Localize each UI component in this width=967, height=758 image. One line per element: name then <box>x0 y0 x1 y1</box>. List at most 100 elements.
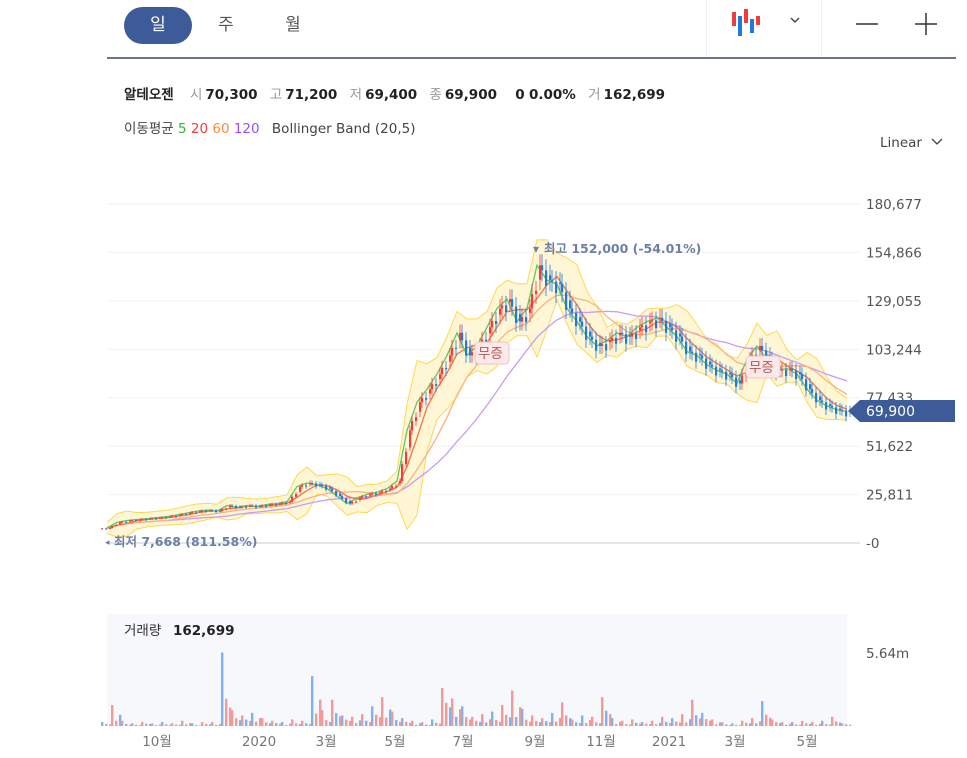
volume-bar <box>731 723 734 726</box>
volume-bar <box>651 720 654 726</box>
volume-bar <box>571 719 574 726</box>
header-divider <box>107 57 956 59</box>
candle <box>269 504 272 506</box>
candle <box>425 397 428 400</box>
candle <box>215 510 218 513</box>
candle <box>415 417 418 422</box>
volume-max-label: 5.64m <box>866 646 909 662</box>
candle <box>559 282 562 285</box>
tab-daily[interactable]: 일 <box>124 7 192 44</box>
candle <box>189 512 192 514</box>
candle <box>471 352 474 356</box>
candle <box>841 409 844 411</box>
candle <box>581 321 584 327</box>
candle <box>465 340 468 356</box>
bollinger-lower-line <box>106 298 848 538</box>
candle <box>695 352 698 362</box>
volume-bar <box>229 707 232 726</box>
candle <box>409 430 412 448</box>
candle <box>731 374 734 378</box>
ma60-label: 60 <box>212 121 230 137</box>
candle <box>519 314 522 322</box>
candle <box>565 292 568 310</box>
x-tick-label: 5월 <box>384 734 405 750</box>
volume-bar <box>785 724 788 726</box>
ma120-label: 120 <box>233 121 260 137</box>
ma5-line <box>106 263 848 529</box>
candle <box>799 372 802 375</box>
volume-bar <box>139 725 142 726</box>
zoom-in-button[interactable] <box>909 8 943 42</box>
candle <box>179 514 182 516</box>
volume-bar <box>311 676 314 726</box>
volume-bar <box>489 719 492 726</box>
volume-bar <box>611 718 614 726</box>
candle <box>259 506 262 508</box>
volume-bar <box>701 712 704 726</box>
zoom-out-button[interactable] <box>850 8 884 42</box>
volume-bar <box>239 720 242 726</box>
volume-bar <box>741 720 744 726</box>
volume-bar <box>751 718 754 726</box>
candle <box>279 503 282 505</box>
volume-bar <box>339 716 342 726</box>
volume-bar <box>549 722 552 726</box>
candle <box>455 347 458 349</box>
candle <box>289 501 292 503</box>
volume-bar <box>415 724 418 726</box>
volume-bar <box>429 725 432 726</box>
candle <box>199 511 202 513</box>
volume-bar <box>159 724 162 726</box>
volume-bar <box>771 719 774 726</box>
chart-type-button[interactable] <box>728 6 808 42</box>
volume-bar <box>149 724 152 726</box>
volume-bar <box>529 721 532 726</box>
candle <box>255 505 258 508</box>
y-tick-label: 180,677 <box>866 197 922 213</box>
volume-bar <box>375 714 378 726</box>
candle <box>489 327 492 334</box>
volume-bar <box>811 722 814 726</box>
volume-bar <box>175 724 178 726</box>
volume-bar <box>231 710 234 726</box>
candle <box>579 317 582 322</box>
volume-bar <box>405 721 408 726</box>
low-label: 저 <box>349 87 363 103</box>
candle <box>359 497 362 500</box>
open-label: 시 <box>189 87 203 103</box>
candle <box>111 526 114 528</box>
tab-weekly[interactable]: 주 <box>218 15 234 35</box>
scale-dropdown[interactable]: Linear <box>880 135 943 151</box>
volume-bar <box>419 723 422 726</box>
volume-bar <box>695 715 698 726</box>
candle <box>271 504 274 506</box>
candle <box>791 368 794 371</box>
volume-bar <box>839 722 842 726</box>
ma20-label: 20 <box>190 121 209 137</box>
candle <box>225 508 228 510</box>
volume-bar <box>205 723 208 726</box>
scale-label: Linear <box>880 135 922 151</box>
candle <box>555 281 558 294</box>
candle <box>381 491 384 493</box>
volume-bar <box>841 723 844 726</box>
candle <box>135 520 138 522</box>
candle <box>305 485 308 487</box>
current-price-tag <box>848 400 955 422</box>
indicator-legend[interactable]: 이동평균 5 20 60 120 Bollinger Band (20,5) <box>124 117 416 137</box>
volume-bar <box>621 720 624 726</box>
tab-monthly[interactable]: 월 <box>285 15 301 35</box>
volume-bar <box>169 724 172 726</box>
candle <box>495 320 498 325</box>
candle <box>291 496 294 502</box>
candle <box>231 505 234 507</box>
volume-bar <box>795 724 798 726</box>
volume-bar <box>539 722 542 726</box>
high-value: 71,200 <box>285 87 338 103</box>
volume-bar <box>799 724 802 726</box>
volume-bar <box>561 702 564 726</box>
volume-bar <box>705 719 708 726</box>
volume-bar <box>779 723 782 726</box>
volume-bar <box>465 717 468 726</box>
